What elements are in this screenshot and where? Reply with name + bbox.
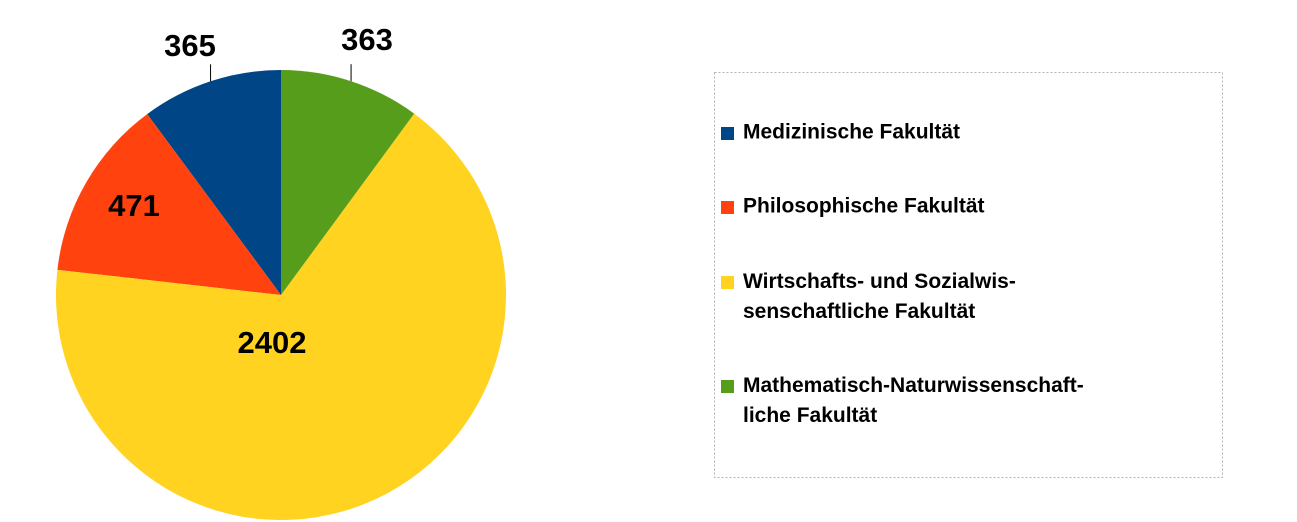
legend-label: Mathematisch-Naturwissenschaft-liche Fak… (743, 374, 1084, 427)
data-label: 2402 (238, 325, 307, 360)
data-label: 365 (164, 28, 216, 63)
legend-swatch (721, 380, 734, 393)
pie (55, 70, 507, 521)
legend-label: Philosophische Fakultät (743, 195, 985, 218)
data-label: 363 (341, 22, 393, 57)
data-label: 471 (108, 188, 160, 223)
pie-slice (55, 113, 507, 521)
legend-swatch (721, 276, 734, 289)
pie-slice (281, 70, 415, 295)
pie-slice (57, 114, 281, 295)
legend-label: Medizinische Fakultät (743, 121, 960, 144)
legend-label: Wirtschafts- und Sozialwis-senschaftlich… (743, 270, 1016, 323)
legend-box (714, 72, 1223, 478)
pie-slice (147, 70, 281, 295)
legend-swatch (721, 127, 734, 140)
legend-swatch (721, 201, 734, 214)
